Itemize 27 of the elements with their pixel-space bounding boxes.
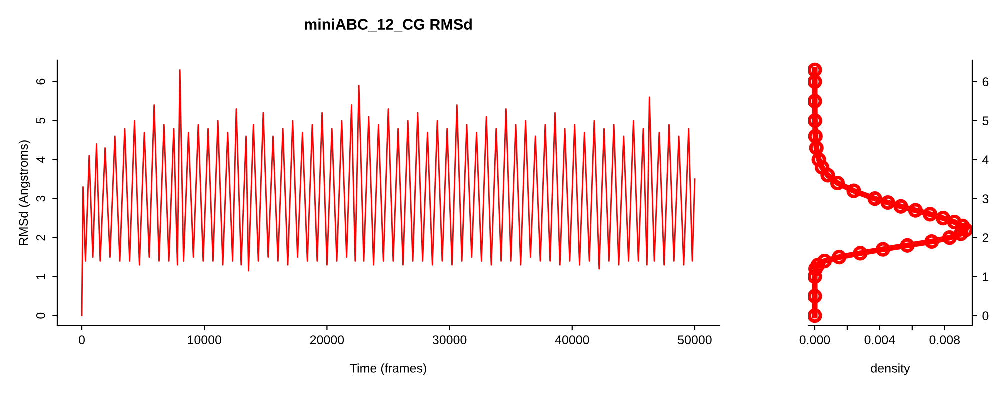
y-tick-label: 1 (36, 274, 46, 280)
x-tick-label: 50000 (678, 336, 712, 345)
x-axis-title: Time (frames) (350, 364, 426, 376)
x-tick-label: 0.004 (864, 336, 896, 345)
x-axis-title: density (871, 364, 910, 376)
y-tick-label: 2 (36, 235, 46, 241)
x-tick-label: 30000 (432, 336, 467, 345)
y-tick-label: 0 (36, 312, 46, 319)
x-tick-label: 0.008 (930, 336, 960, 345)
y-tick-label: 4 (36, 156, 46, 164)
y-tick-label: 5 (982, 116, 989, 126)
y-tick-label: 2 (982, 234, 989, 242)
x-tick-label: 20000 (310, 336, 344, 345)
x-tick-label: 40000 (555, 336, 590, 345)
y-tick-label: 3 (36, 196, 46, 202)
y-tick-label: 3 (982, 194, 989, 204)
y-tick-label: 0 (982, 312, 989, 320)
chart-title: miniABC_12_CG RMSd (305, 18, 472, 32)
y-tick-label: 6 (982, 78, 989, 86)
y-tick-label: 4 (982, 156, 989, 164)
y-tick-label: 1 (983, 272, 989, 282)
y-axis-title: RMSd (Angstroms) (18, 140, 31, 246)
y-tick-label: 6 (36, 78, 46, 85)
x-tick-label: 10000 (188, 336, 222, 345)
y-tick-label: 5 (36, 118, 46, 124)
x-tick-label: 0 (79, 336, 86, 345)
x-tick-label: 0.000 (800, 336, 830, 345)
